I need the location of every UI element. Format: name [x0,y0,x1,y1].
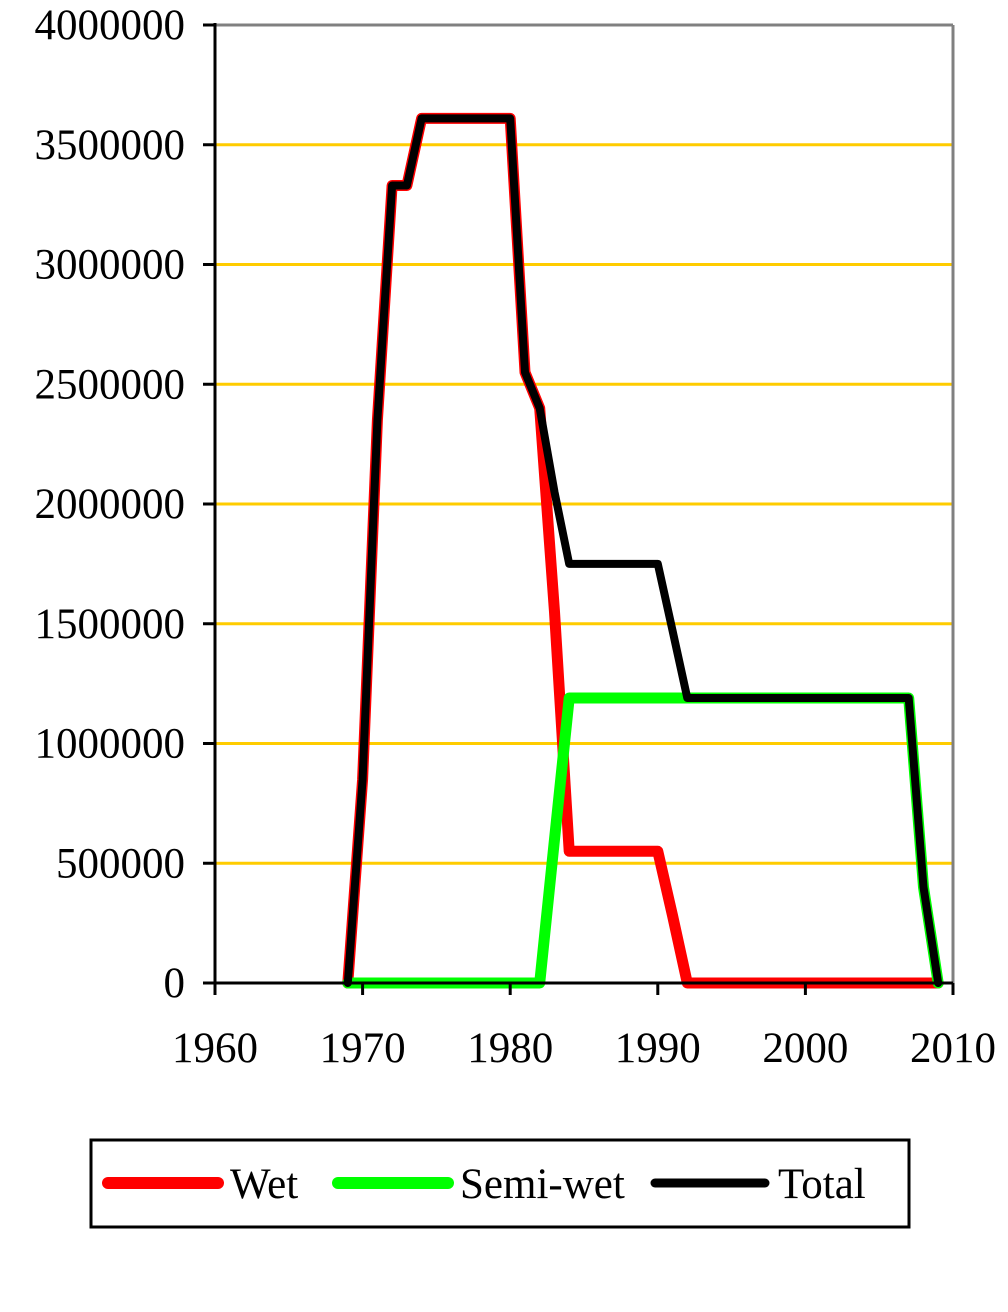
y-tick-label: 0 [164,960,186,1007]
y-tick-label: 1000000 [35,721,186,768]
series-semi-wet [342,692,944,989]
legend-label: Semi-wet [460,1161,625,1208]
legend-box [89,1138,911,1229]
x-axis-ticks: 1960 1970 1980 1990 2000 2010 [172,983,996,1072]
legend-item-total: Total [650,1161,866,1208]
legend: Wet Semi-wet Total [89,1138,911,1229]
legend-label: Total [778,1161,866,1208]
series-total [343,114,943,987]
axes [203,23,953,993]
legend-item-wet: Wet [102,1161,298,1208]
x-tick-label: 1980 [467,1025,553,1072]
y-tick-label: 2500000 [35,361,186,408]
x-tick-label: 1970 [320,1025,406,1072]
series-layer [342,112,944,989]
legend-label: Wet [230,1161,298,1208]
gridlines [215,143,953,865]
y-tick-label: 2000000 [35,481,186,528]
y-tick-label: 500000 [56,840,185,887]
y-tick-label: 3000000 [35,242,186,289]
x-tick-label: 2010 [910,1025,996,1072]
y-tick-label: 3500000 [35,122,186,169]
plot-frame [215,23,955,983]
legend-item-semi-wet: Semi-wet [332,1161,625,1208]
x-tick-label: 1960 [172,1025,258,1072]
y-tick-label: 1500000 [35,601,186,648]
x-tick-label: 2000 [762,1025,848,1072]
series-wet [342,112,944,989]
y-tick-label: 4000000 [35,2,186,49]
x-tick-label: 1990 [615,1025,701,1072]
y-axis-ticks: 0 500000 1000000 1500000 2000000 2500000 30000… [35,2,215,1007]
